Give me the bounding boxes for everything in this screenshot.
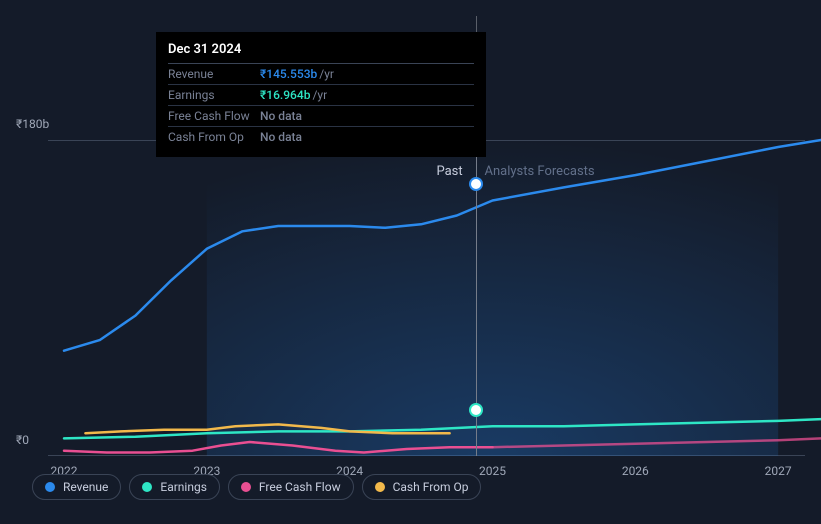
legend-item-earnings[interactable]: Earnings (129, 474, 220, 500)
legend-swatch (241, 482, 251, 492)
tooltip-key: Free Cash Flow (168, 109, 260, 123)
tooltip-row: Revenue₹145.553b/yr (168, 64, 474, 85)
legend: Revenue Earnings Free Cash Flow Cash From O… (32, 474, 789, 500)
tooltip-value: No data (260, 130, 302, 144)
tooltip-row: Cash From OpNo data (168, 127, 474, 147)
cursor-marker-earnings (471, 405, 481, 415)
hover-tooltip: Dec 31 2024 Revenue₹145.553b/yrEarnings₹… (156, 32, 486, 157)
forecast-label: Analysts Forecasts (484, 164, 594, 179)
tooltip-key: Earnings (168, 88, 260, 102)
legend-label: Earnings (160, 480, 207, 494)
financials-chart: ₹180b₹0 202220232024202520262027 Past An… (16, 16, 805, 508)
tooltip-key: Revenue (168, 67, 260, 81)
legend-item-revenue[interactable]: Revenue (32, 474, 121, 500)
legend-swatch (45, 482, 55, 492)
chart-svg (64, 140, 821, 456)
legend-label: Free Cash Flow (259, 480, 341, 494)
tooltip-value: ₹145.553b (260, 67, 317, 81)
tooltip-key: Cash From Op (168, 130, 260, 144)
y-tick-label: ₹0 (16, 433, 29, 447)
cursor-marker-revenue (471, 179, 481, 189)
tooltip-unit: /yr (312, 88, 327, 102)
y-tick-label: ₹180b (16, 117, 49, 131)
tooltip-unit: /yr (319, 67, 334, 81)
tooltip-value: No data (260, 109, 302, 123)
tooltip-row: Earnings₹16.964b/yr (168, 85, 474, 106)
tooltip-row: Free Cash FlowNo data (168, 106, 474, 127)
tooltip-date: Dec 31 2024 (168, 42, 474, 64)
legend-label: Cash From Op (393, 480, 469, 494)
tooltip-value: ₹16.964b (260, 88, 310, 102)
legend-label: Revenue (63, 480, 108, 494)
past-label: Past (436, 164, 462, 179)
legend-swatch (142, 482, 152, 492)
legend-swatch (375, 482, 385, 492)
legend-item-cfo[interactable]: Cash From Op (362, 474, 482, 500)
legend-item-fcf[interactable]: Free Cash Flow (228, 474, 354, 500)
